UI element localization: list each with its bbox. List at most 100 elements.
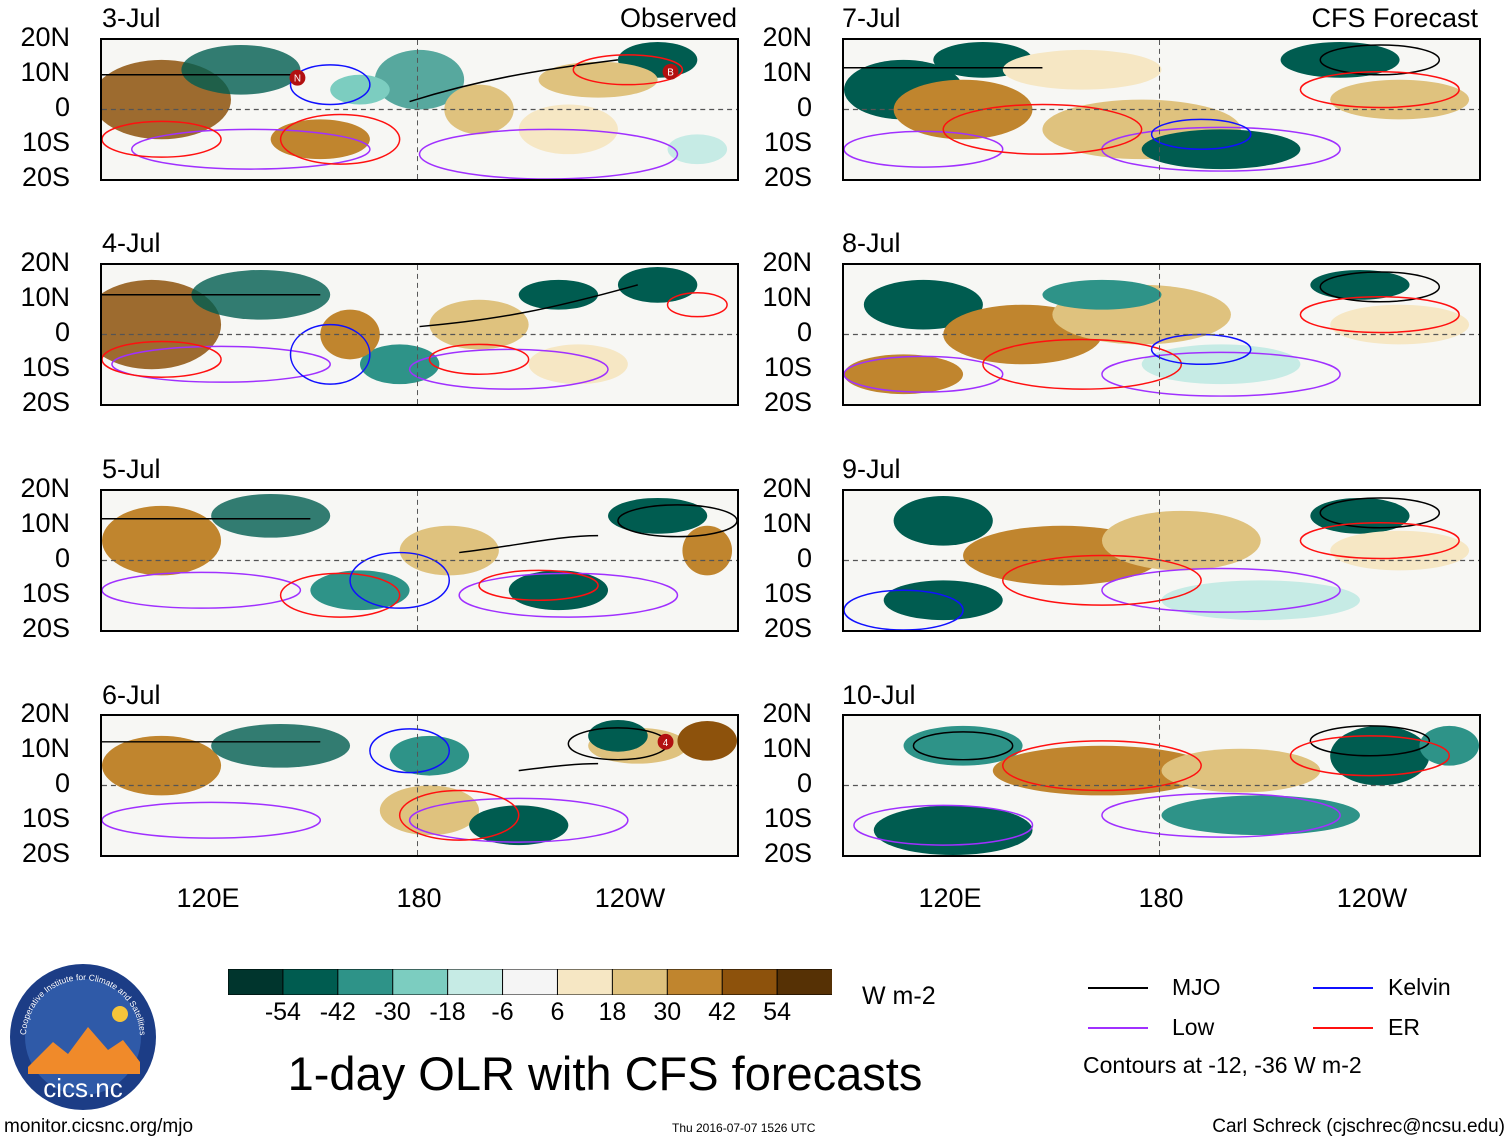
- y-tick-label: 10S: [763, 352, 812, 382]
- y-tick-label: 10S: [763, 127, 812, 157]
- y-tick-label: 20N: [20, 247, 70, 277]
- y-tick-label: 10S: [21, 578, 70, 608]
- legend-label: Low: [1172, 1014, 1215, 1040]
- y-tick-label: 10S: [21, 352, 70, 382]
- legend-label: ER: [1388, 1014, 1420, 1040]
- y-tick-label: 0: [796, 317, 812, 347]
- y-tick-label: 10S: [21, 127, 70, 157]
- y-tick-label: 10N: [762, 57, 812, 87]
- panel-date: 7-Jul: [842, 3, 901, 33]
- colorbar-tick-label: 6: [550, 998, 565, 1026]
- y-tick-label: 20S: [763, 613, 812, 643]
- y-tick-label: 20S: [763, 162, 812, 192]
- colorbar-swatch: [282, 968, 339, 996]
- y-tick-label: 20N: [20, 698, 70, 728]
- y-tick-label: 20S: [21, 838, 70, 868]
- y-tick-label: 10N: [20, 733, 70, 763]
- colorbar-tick-label: -30: [374, 998, 411, 1026]
- colorbar-tick-label: -6: [491, 998, 514, 1026]
- footer-author: Carl Schreck (cjschrec@ncsu.edu): [1212, 1116, 1505, 1137]
- x-tick-label: 180: [396, 883, 442, 913]
- y-tick-label: 20N: [20, 22, 70, 52]
- chart-title: 1-day OLR with CFS forecasts: [287, 1047, 923, 1100]
- y-tick-label: 20S: [763, 387, 812, 417]
- legend-line-er: [1313, 1027, 1373, 1029]
- colorbar-tick-label: 42: [708, 998, 737, 1026]
- colorbar-swatch: [227, 968, 284, 996]
- panel-date: 3-Jul: [102, 3, 161, 33]
- colorbar-tick-label: -54: [264, 998, 301, 1026]
- map-panel: [842, 38, 1481, 181]
- y-tick-label: 20S: [21, 387, 70, 417]
- y-tick-label: 0: [796, 92, 812, 122]
- y-tick-label: 10N: [762, 508, 812, 538]
- storm-marker: 4: [663, 738, 669, 749]
- y-tick-label: 0: [796, 543, 812, 573]
- colorbar: [227, 968, 834, 996]
- y-tick-label: 10S: [21, 803, 70, 833]
- x-tick-label: 120E: [176, 883, 240, 913]
- y-tick-label: 10S: [763, 803, 812, 833]
- y-tick-label: 20S: [763, 838, 812, 868]
- colorbar-tick-label: 18: [598, 998, 627, 1026]
- x-tick-label: 120E: [918, 883, 982, 913]
- legend-line-low: [1088, 1027, 1148, 1029]
- legend-line-mjo: [1088, 987, 1148, 989]
- y-tick-label: 20N: [762, 247, 812, 277]
- panel-date: 10-Jul: [842, 680, 916, 710]
- footer-timestamp: Thu 2016-07-07 1526 UTC: [672, 1121, 816, 1135]
- colorbar-swatch: [776, 968, 834, 996]
- map-panel: [842, 263, 1481, 406]
- y-tick-label: 0: [54, 92, 70, 122]
- contour-note: Contours at -12, -36 W m-2: [1083, 1052, 1362, 1078]
- colorbar-swatch: [337, 968, 394, 996]
- colorbar-swatch: [666, 968, 724, 996]
- y-tick-label: 10N: [20, 57, 70, 87]
- panel-date: 4-Jul: [102, 228, 161, 258]
- map-panel: [842, 714, 1481, 857]
- colorbar-tick-label: -18: [429, 998, 466, 1026]
- y-tick-label: 20N: [762, 22, 812, 52]
- y-tick-label: 20N: [20, 473, 70, 503]
- y-tick-label: 10S: [763, 578, 812, 608]
- panel-date: 6-Jul: [102, 680, 161, 710]
- legend-label: Kelvin: [1388, 974, 1451, 1000]
- y-tick-label: 20S: [21, 162, 70, 192]
- map-panel: [100, 263, 739, 406]
- logo-text: cics.nc: [43, 1073, 122, 1103]
- map-panel: 4: [100, 714, 739, 857]
- y-tick-label: 10N: [762, 282, 812, 312]
- map-panel: N B: [100, 38, 739, 181]
- colorbar-swatch: [611, 968, 669, 996]
- y-tick-label: 0: [796, 768, 812, 798]
- y-tick-label: 20S: [21, 613, 70, 643]
- footer-url: monitor.cicsnc.org/mjo: [4, 1116, 194, 1137]
- x-tick-label: 180: [1138, 883, 1184, 913]
- panel-date: 9-Jul: [842, 454, 901, 484]
- x-tick-label: 120W: [594, 883, 666, 913]
- y-tick-label: 10N: [20, 508, 70, 538]
- colorbar-tick-label: -42: [319, 998, 356, 1026]
- cics-logo: cics.nc Cooperative Institute for Climat…: [8, 962, 158, 1112]
- panel-corner-label: CFS Forecast: [1311, 3, 1478, 33]
- colorbar-swatch: [556, 968, 614, 996]
- colorbar-tick-label: 30: [653, 998, 682, 1026]
- colorbar-tick-label: 54: [763, 998, 791, 1026]
- panel-corner-label: Observed: [619, 3, 737, 33]
- x-tick-label: 120W: [1336, 883, 1408, 913]
- y-tick-label: 10N: [762, 733, 812, 763]
- panel-date: 8-Jul: [842, 228, 901, 258]
- colorbar-units: W m-2: [862, 982, 936, 1010]
- colorbar-swatch: [502, 968, 559, 996]
- storm-marker: B: [667, 68, 674, 79]
- y-tick-label: 0: [54, 317, 70, 347]
- map-panel: [100, 489, 739, 632]
- colorbar-swatch: [721, 968, 779, 996]
- colorbar-swatch: [447, 968, 504, 996]
- y-tick-label: 0: [54, 768, 70, 798]
- y-tick-label: 20N: [762, 473, 812, 503]
- y-tick-label: 10N: [20, 282, 70, 312]
- y-tick-label: 20N: [762, 698, 812, 728]
- legend-label: MJO: [1172, 974, 1221, 1000]
- y-tick-label: 0: [54, 543, 70, 573]
